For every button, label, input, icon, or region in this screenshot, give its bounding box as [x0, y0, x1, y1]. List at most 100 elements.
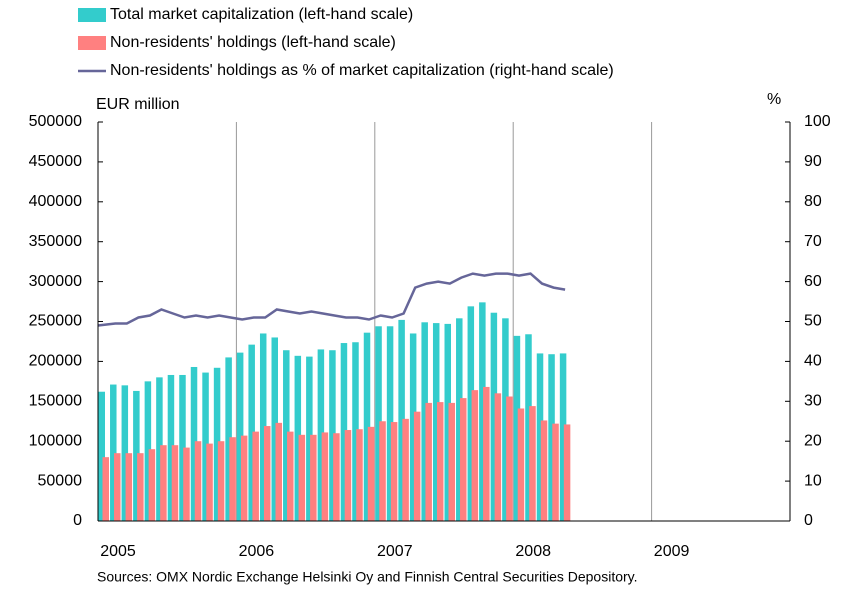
bar	[494, 393, 502, 521]
bar	[202, 372, 209, 521]
bar	[217, 441, 225, 521]
y2-tick-label: 60	[804, 273, 822, 290]
y2-tick-label: 20	[804, 432, 822, 449]
bar	[252, 431, 259, 521]
bar	[479, 302, 486, 521]
legend-swatch	[78, 36, 106, 50]
bar	[133, 390, 140, 521]
bar	[333, 433, 340, 521]
line	[97, 272, 566, 327]
bar	[160, 445, 167, 521]
bar	[409, 333, 417, 521]
y-axis-label: EUR million	[96, 96, 180, 113]
bar	[179, 374, 186, 521]
bar	[229, 437, 236, 521]
bar	[529, 406, 536, 521]
bar	[259, 333, 267, 521]
legend-label: Total market capitalization (left-hand s…	[110, 6, 413, 23]
legend-swatch	[78, 8, 106, 22]
x-tick-label: 2009	[654, 543, 690, 560]
y2-axis-label: %	[767, 91, 781, 108]
bar	[294, 355, 302, 521]
bar	[563, 424, 571, 521]
bar	[402, 418, 409, 521]
bar	[517, 408, 525, 521]
bar	[110, 384, 117, 521]
y-tick-label: 350000	[29, 233, 82, 250]
bar	[490, 312, 498, 521]
x-tick-label: 2005	[100, 543, 136, 560]
bar	[552, 423, 559, 521]
x-tick-label: 2006	[239, 543, 275, 560]
bar	[444, 323, 451, 521]
bar	[456, 318, 463, 521]
bar	[432, 323, 440, 521]
bar	[460, 398, 467, 521]
bar	[525, 334, 532, 521]
bar	[194, 441, 202, 521]
bar	[329, 350, 336, 521]
y2-tick-label: 70	[804, 233, 822, 250]
y-tick-label: 0	[73, 512, 82, 529]
y-tick-label: 300000	[29, 273, 82, 290]
bar	[102, 457, 109, 521]
y2-tick-label: 10	[804, 472, 822, 489]
bar	[356, 429, 363, 521]
bar	[225, 357, 232, 521]
bar	[352, 342, 359, 521]
bar	[502, 318, 509, 521]
bar	[483, 386, 490, 521]
y2-tick-label: 80	[804, 193, 822, 210]
bar	[559, 353, 567, 521]
bar	[114, 453, 121, 521]
bar	[240, 435, 248, 521]
bar	[98, 391, 105, 521]
bar	[137, 453, 144, 521]
bar	[390, 422, 398, 521]
bar	[436, 402, 444, 521]
bar	[344, 430, 352, 521]
bar	[363, 332, 371, 521]
bar	[171, 445, 179, 521]
source: Sources: OMX Nordic Exchange Helsinki Oy…	[97, 569, 638, 585]
y-tick-label: 150000	[29, 393, 82, 410]
bar	[513, 335, 521, 521]
bar	[190, 366, 198, 521]
y2-tick-label: 30	[804, 393, 822, 410]
bar	[321, 432, 329, 521]
bar	[310, 434, 317, 521]
bar	[317, 349, 325, 521]
bar	[148, 449, 156, 521]
bar	[548, 354, 555, 521]
bar	[156, 377, 163, 521]
legend-label: Non-residents' holdings (left-hand scale…	[110, 34, 396, 51]
x-tick-label: 2008	[515, 543, 551, 560]
bar	[413, 411, 421, 521]
y-tick-label: 450000	[29, 153, 82, 170]
x-tick-label: 2007	[377, 543, 413, 560]
bar	[471, 390, 479, 521]
bar	[287, 431, 294, 521]
bar	[386, 326, 394, 521]
bar	[121, 385, 129, 521]
bar	[340, 343, 348, 521]
bar	[263, 426, 271, 521]
bar	[375, 326, 382, 521]
bar	[183, 447, 190, 521]
bar	[467, 306, 475, 521]
y2-tick-label: 90	[804, 153, 822, 170]
y-tick-label: 250000	[29, 313, 82, 330]
y-tick-label: 100000	[29, 432, 82, 449]
bar	[248, 344, 255, 521]
y2-tick-label: 100	[804, 113, 831, 130]
y-tick-label: 50000	[38, 472, 83, 489]
bar	[367, 426, 375, 521]
bar	[421, 322, 428, 521]
y2-tick-label: 40	[804, 353, 822, 370]
bar	[298, 434, 306, 521]
y-tick-label: 400000	[29, 193, 82, 210]
legend-label: Non-residents' holdings as % of market c…	[110, 62, 614, 79]
y2-tick-label: 0	[804, 512, 813, 529]
bar	[271, 337, 278, 521]
bar	[213, 367, 221, 521]
